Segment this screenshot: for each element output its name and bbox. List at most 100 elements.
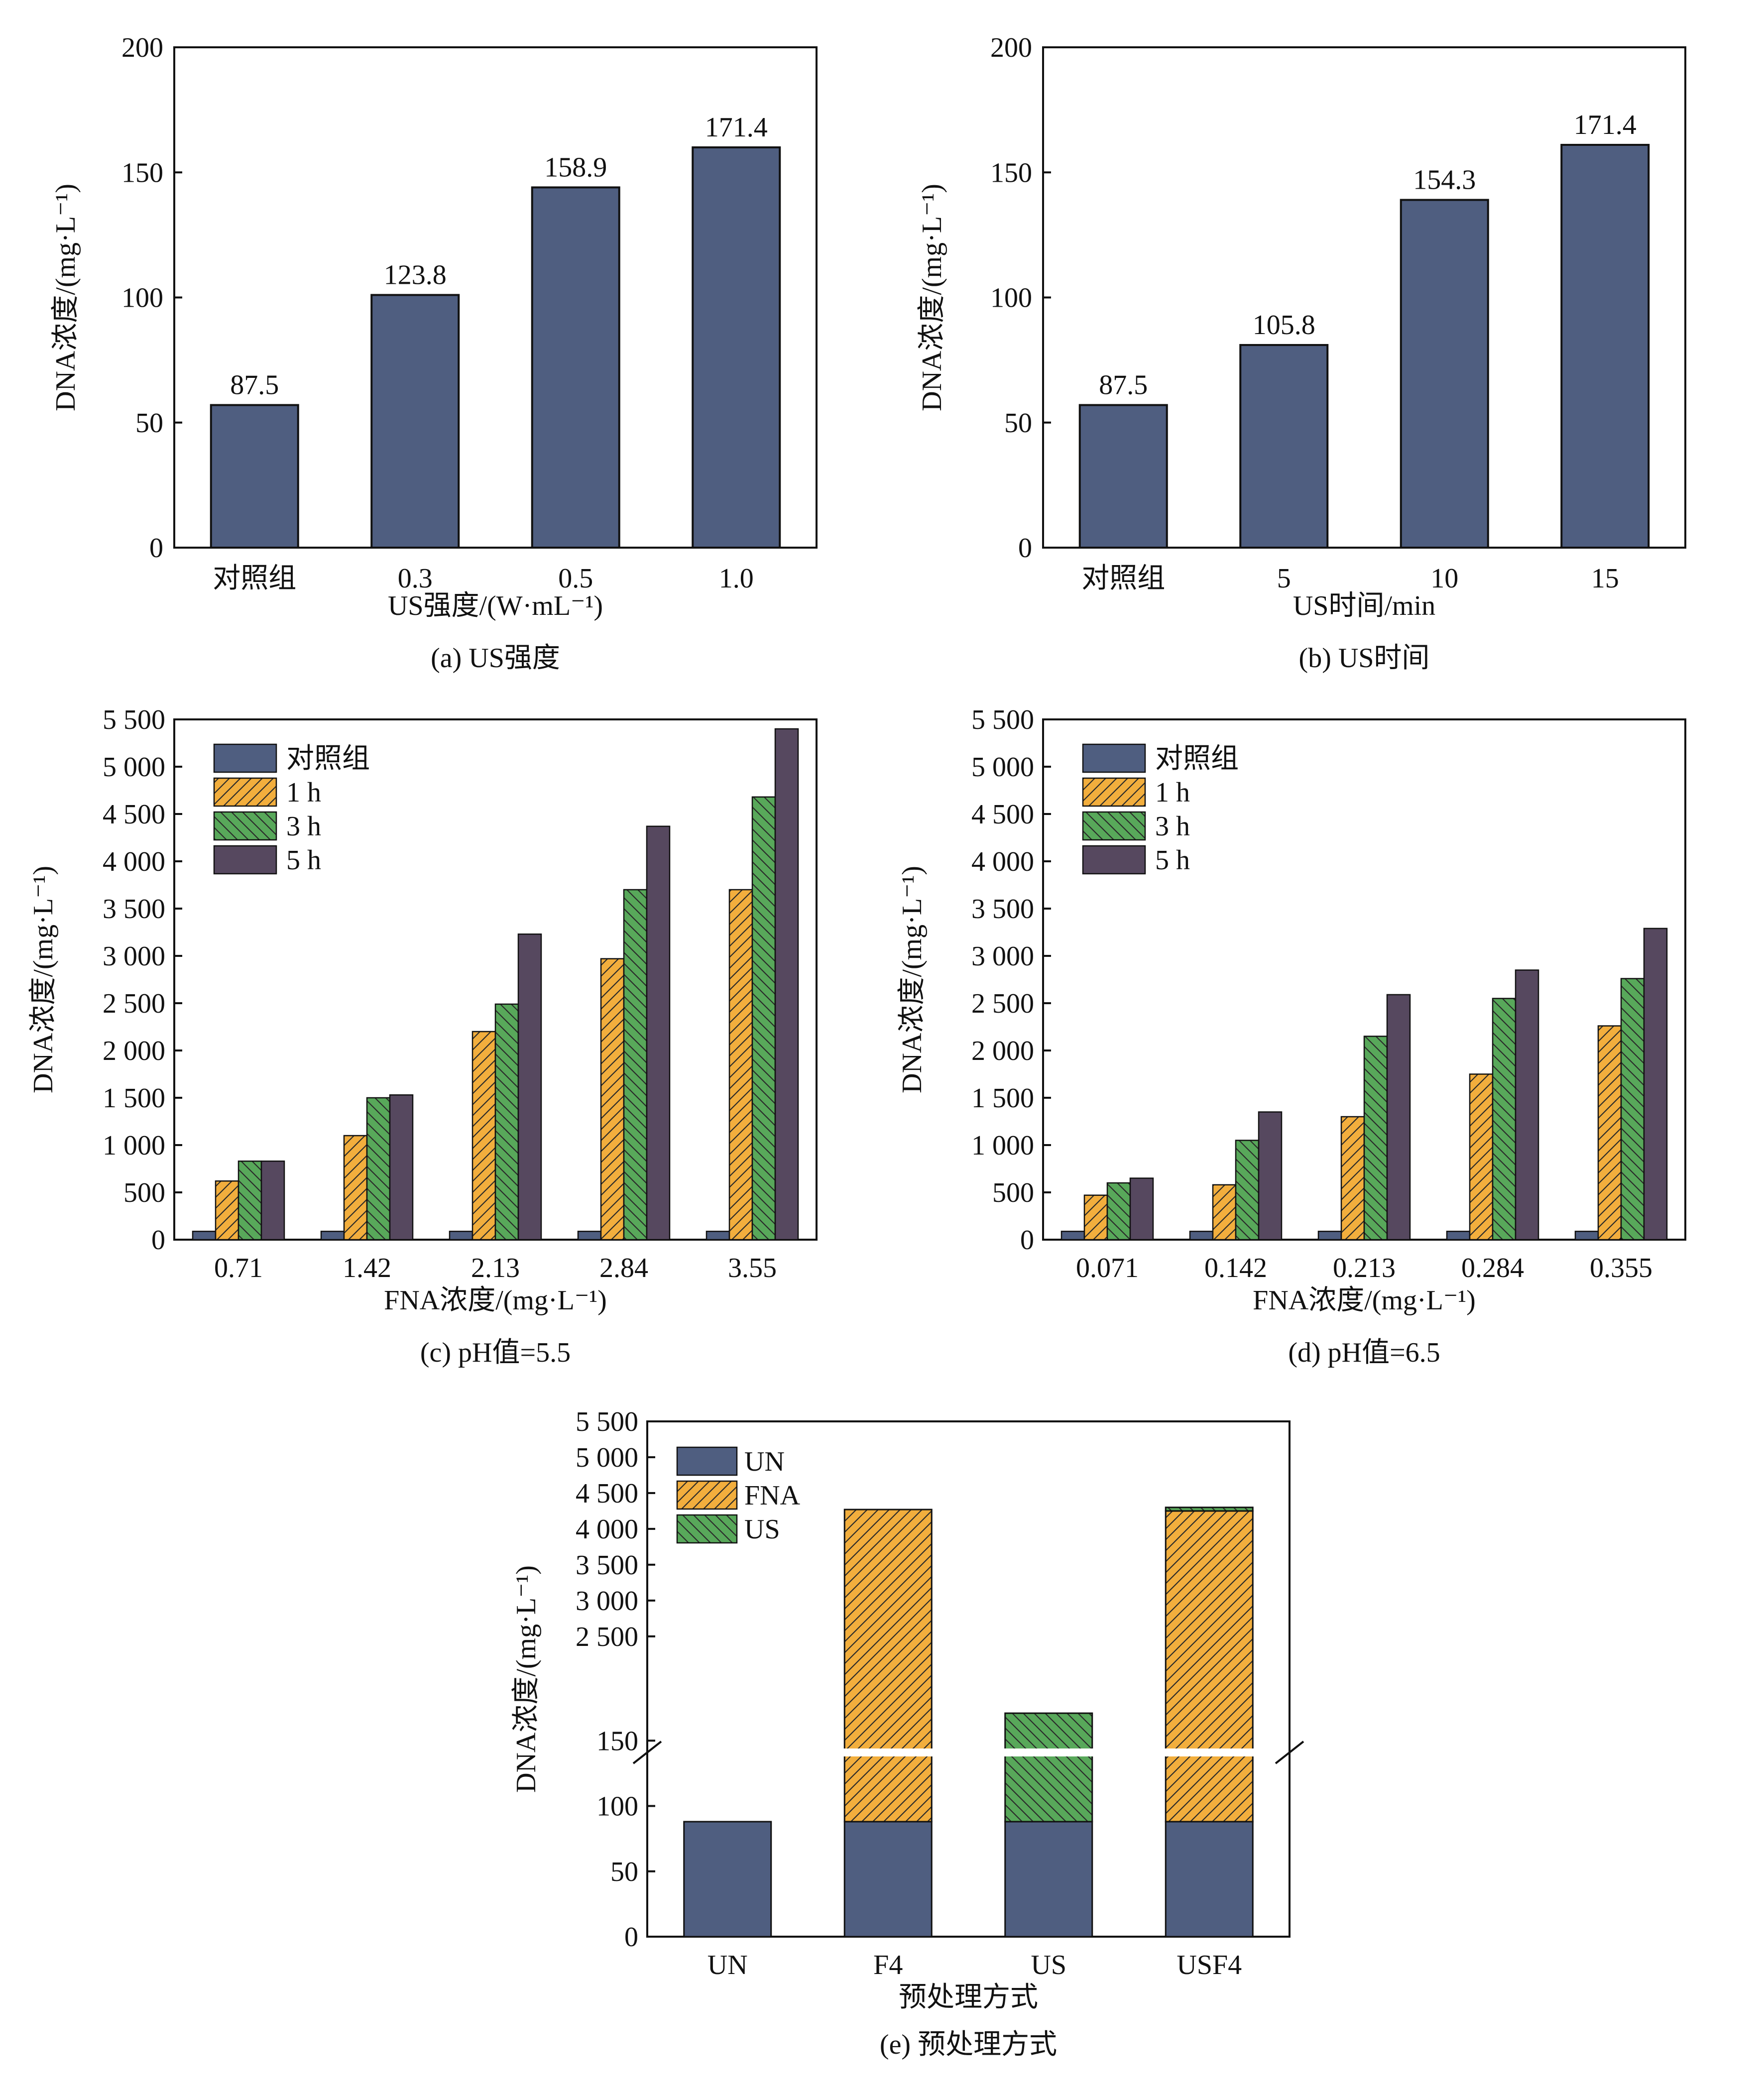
x-axis-label: US强度/(W·mL⁻¹)	[388, 590, 603, 621]
y-tick-label: 0	[151, 1225, 165, 1256]
bar-0-1	[215, 1180, 239, 1241]
x-tick-label: 0.142	[1204, 1253, 1267, 1283]
x-tick-label: 1.0	[719, 563, 754, 594]
bar-0-0	[192, 1231, 217, 1241]
bar-1-2	[1235, 1140, 1260, 1241]
y-axis-label: DNA浓度/(mg·L⁻¹)	[28, 866, 59, 1093]
y-tick-label: 200	[121, 32, 163, 63]
x-tick-label: 0.355	[1590, 1253, 1652, 1283]
y-axis-label: DNA浓度/(mg·L⁻¹)	[897, 866, 928, 1093]
bar-3-2	[1165, 1507, 1254, 1512]
x-tick-label: 1.42	[343, 1253, 391, 1283]
legend-swatch-1	[1082, 777, 1146, 807]
plot-frame	[646, 1420, 1291, 1938]
bar-0-0	[1060, 1231, 1085, 1241]
x-tick-label: F4	[873, 1950, 903, 1980]
legend-label: 1 h	[286, 777, 321, 808]
chart-us-time: 0 50 100 150 200 87.5 对照组 105.8 5 154.3 10 171.4 15 U…	[917, 32, 1686, 674]
legend-swatch-1	[213, 777, 277, 807]
y-tick-label: 2 500	[103, 988, 165, 1019]
y-tick-label: 500	[123, 1177, 165, 1208]
y-tick-label: 150	[990, 157, 1032, 188]
bar-1-3	[389, 1094, 414, 1241]
bar-0	[1078, 404, 1168, 549]
y-tick-label: 5 000	[103, 752, 165, 783]
y-tick-label: 4 000	[971, 846, 1034, 877]
legend-label: US	[744, 1514, 780, 1545]
figure-caption: (c) pH值=5.5	[420, 1337, 571, 1368]
legend-swatch-0	[213, 743, 277, 773]
x-tick-label: 2.84	[599, 1253, 648, 1283]
legend-label: UN	[744, 1446, 785, 1477]
legend-swatch-0	[676, 1446, 738, 1476]
y-tick-label: 5 500	[576, 1406, 638, 1437]
x-tick-label: 2.13	[471, 1253, 520, 1283]
y-tick-label: 3 500	[576, 1550, 638, 1581]
x-axis-label: US时间/min	[1293, 590, 1435, 621]
figure-caption: (b) US时间	[1299, 643, 1430, 674]
chart-pretreatment-method: 0 50 100 150 2 500 3 000 3 500 4 000 4 500 5 000 5…	[511, 1406, 1304, 2060]
bar-1-2	[366, 1097, 391, 1241]
bar-3-2	[1492, 998, 1517, 1241]
y-axis-label: DNA浓度/(mg·L⁻¹)	[50, 184, 81, 411]
bar-3-3	[646, 825, 671, 1241]
y-axis-label: DNA浓度/(mg·L⁻¹)	[917, 184, 947, 411]
legend-label: 对照组	[286, 743, 370, 774]
bar-4-1	[1597, 1025, 1622, 1241]
bar-4-2	[1620, 978, 1645, 1241]
y-tick-label: 3 500	[103, 894, 165, 925]
y-tick-label: 50	[610, 1857, 638, 1887]
x-axis-label: FNA浓度/(mg·L⁻¹)	[1253, 1285, 1476, 1316]
x-tick-label: USF4	[1176, 1950, 1242, 1980]
x-tick-label: 10	[1430, 563, 1458, 594]
bar-2-0	[1004, 1821, 1093, 1938]
x-tick-label: 3.55	[728, 1253, 777, 1283]
y-tick-label: 0	[1020, 1225, 1034, 1256]
y-tick-label: 0	[624, 1922, 638, 1953]
y-tick-label: 4 000	[103, 846, 165, 877]
legend-swatch-3	[213, 845, 277, 875]
chart-fna-ph-5-5: 0 500 1 000 1 500 2 000 2 500 3 000 3 500 4 000 4…	[28, 704, 818, 1368]
y-tick-label: 150	[121, 157, 163, 188]
legend-label: 对照组	[1155, 743, 1239, 774]
y-tick-label: 3 000	[971, 941, 1034, 972]
y-tick-label: 3 000	[576, 1586, 638, 1617]
y-tick-label: 100	[990, 283, 1032, 314]
y-tick-label: 2 000	[103, 1036, 165, 1066]
axis-break-mark	[632, 1741, 662, 1764]
data-label: 158.9	[544, 152, 607, 183]
y-tick-label: 5 000	[576, 1442, 638, 1473]
bar-2-0	[1317, 1231, 1342, 1241]
bar-1-1	[1212, 1184, 1237, 1241]
bar-2-1	[1340, 1116, 1365, 1241]
bar-1-1	[843, 1509, 933, 1823]
y-tick-label: 4 000	[576, 1514, 638, 1545]
y-tick-label: 4 500	[971, 799, 1034, 830]
bar-3-3	[1515, 969, 1539, 1241]
bar-1-0	[320, 1231, 345, 1241]
data-label: 171.4	[705, 112, 768, 143]
bar-4-0	[706, 1231, 730, 1241]
y-tick-label: 1 000	[971, 1130, 1034, 1161]
bar-4-2	[751, 796, 776, 1241]
y-tick-label: 50	[1004, 408, 1032, 439]
bar-1-0	[1189, 1231, 1214, 1241]
legend-swatch-0	[1082, 743, 1146, 773]
x-tick-label: 对照组	[1081, 563, 1165, 594]
bar-3	[692, 146, 781, 549]
bar-3-2	[623, 889, 648, 1241]
bar-3-0	[1165, 1821, 1254, 1938]
data-label: 123.8	[384, 259, 447, 290]
x-tick-label: 0.5	[558, 563, 593, 594]
x-tick-label: 对照组	[213, 563, 296, 594]
legend-label: 1 h	[1155, 777, 1190, 808]
x-tick-label: 0.071	[1076, 1253, 1139, 1283]
legend-swatch-3	[1082, 845, 1146, 875]
bar-1	[370, 294, 460, 549]
y-tick-label: 100	[596, 1791, 638, 1822]
data-label: 171.4	[1574, 110, 1637, 140]
bar-1-3	[1258, 1111, 1283, 1241]
data-label: 87.5	[1099, 370, 1148, 401]
x-axis-label: 预处理方式	[899, 1982, 1038, 2013]
legend-label: 3 h	[286, 811, 321, 842]
